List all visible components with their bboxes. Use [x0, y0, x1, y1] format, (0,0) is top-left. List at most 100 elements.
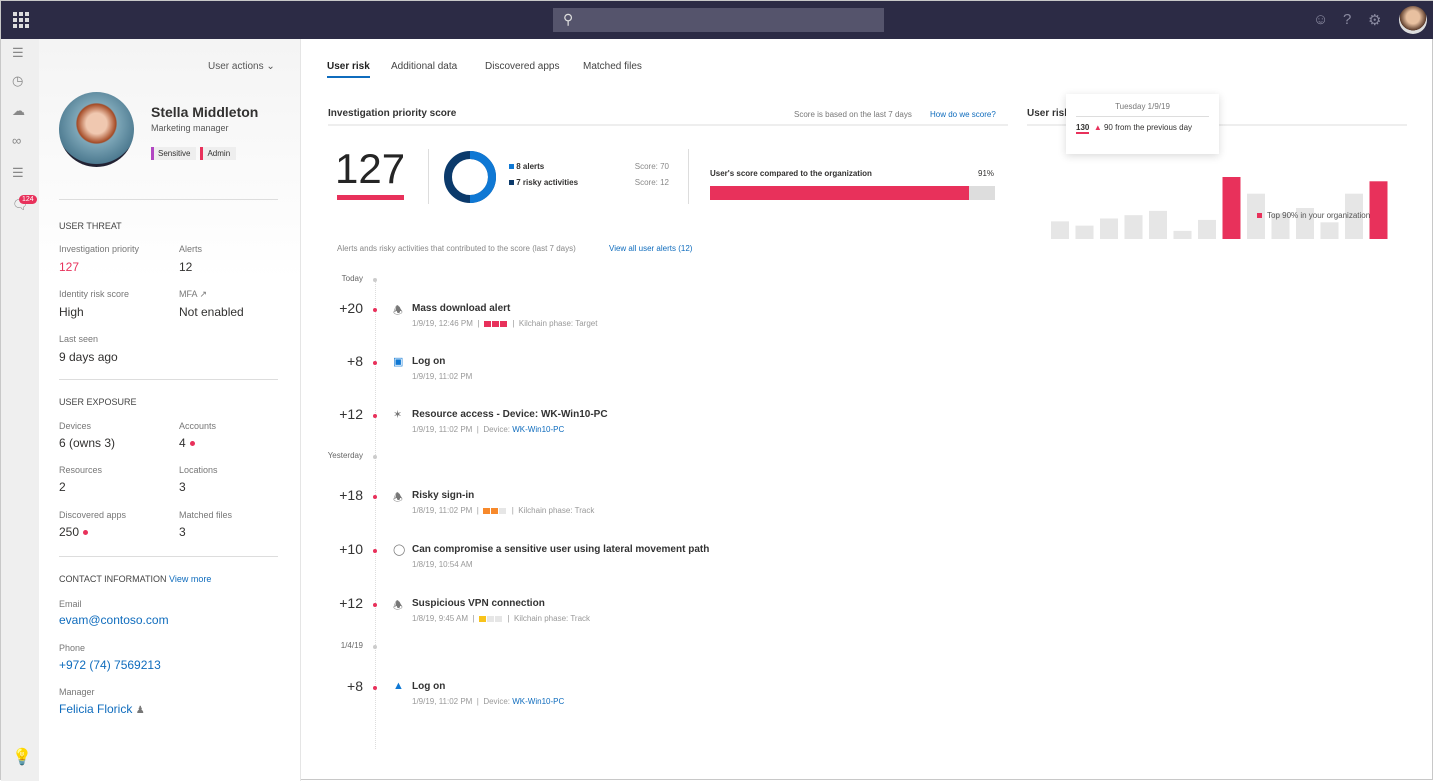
- risk-bar[interactable]: [1198, 219, 1216, 239]
- timeline-day-label: Yesterday: [327, 451, 363, 460]
- tag-sensitive: Sensitive: [151, 147, 197, 160]
- user-actions-label: User actions: [208, 61, 264, 72]
- bell-icon: 🕭: [393, 600, 403, 612]
- event-dot: [373, 549, 377, 553]
- event-meta: 1/9/19, 11:02 PM: [412, 372, 473, 381]
- device-link[interactable]: WK-Win10-PC: [512, 425, 565, 434]
- identity-risk-label: Identity risk score: [59, 289, 130, 299]
- dashboard-icon[interactable]: ◷: [12, 73, 24, 88]
- tab-matched-files[interactable]: Matched files: [583, 61, 642, 72]
- org-compare-pct: 91%: [978, 169, 995, 178]
- risk-bar[interactable]: [1149, 210, 1167, 239]
- user-avatar[interactable]: [1399, 6, 1427, 34]
- org-compare-label: User's score compared to the organizatio…: [710, 169, 872, 178]
- event-meta: 1/8/19, 9:45 AM | | Kilchain phase: Trac…: [412, 614, 591, 623]
- user-tags: Sensitive Admin: [151, 143, 240, 161]
- risk-bar[interactable]: [1222, 177, 1241, 239]
- phone-link[interactable]: +972 (74) 7569213: [59, 658, 161, 672]
- event-score: +8: [347, 678, 363, 694]
- mfa-label: MFA ↗: [179, 289, 208, 299]
- external-link-icon[interactable]: ↗: [199, 289, 208, 299]
- chevron-down-icon: ⌄: [266, 61, 275, 72]
- risk-bar[interactable]: [1075, 225, 1094, 239]
- bell-icon: 🕭: [393, 305, 403, 317]
- event-meta: 1/9/19, 11:02 PM | Device: WK-Win10-PC: [412, 697, 565, 706]
- risk-bar[interactable]: [1271, 213, 1290, 239]
- event-meta: 1/9/19, 11:02 PM | Device: WK-Win10-PC: [412, 425, 565, 434]
- locations-value[interactable]: 3: [179, 480, 186, 494]
- investigation-priority-label: Investigation priority: [59, 244, 140, 254]
- timeline-day-dot: [373, 645, 377, 649]
- devices-value[interactable]: 6 (owns 3): [59, 436, 116, 450]
- discovered-apps-value[interactable]: 250: [59, 525, 89, 539]
- search-input[interactable]: ⚲: [553, 8, 884, 32]
- manager-value: Felicia Florick ♟: [59, 702, 145, 716]
- view-more-link[interactable]: View more: [169, 574, 212, 584]
- device-link[interactable]: WK-Win10-PC: [512, 697, 565, 706]
- locations-label: Locations: [179, 465, 218, 475]
- manager-label: Manager: [59, 687, 95, 697]
- how-do-we-score-link[interactable]: How do we score?: [930, 110, 996, 119]
- link-icon[interactable]: ∞: [12, 133, 22, 148]
- devices-label: Devices: [59, 421, 92, 431]
- feedback-icon[interactable]: ☺: [1313, 11, 1329, 28]
- lightbulb-icon[interactable]: 💡: [12, 749, 32, 766]
- tooltip-change: 90 from the previous day: [1103, 123, 1193, 132]
- event-title[interactable]: Risky sign-in: [412, 490, 475, 501]
- tab-additional-data[interactable]: Additional data: [391, 61, 458, 72]
- view-all-alerts-link[interactable]: View all user alerts (12): [609, 244, 693, 253]
- severity-indicator: [479, 614, 503, 623]
- event-title[interactable]: Mass download alert: [412, 303, 511, 314]
- tab-discovered-apps[interactable]: Discovered apps: [485, 61, 560, 72]
- event-title[interactable]: Resource access - Device: WK-Win10-PC: [412, 409, 608, 420]
- user-threat-heading: USER THREAT: [59, 221, 122, 231]
- settings-icon[interactable]: ⚙: [1368, 12, 1382, 29]
- event-score: +20: [339, 300, 363, 316]
- menu-icon[interactable]: ☰: [12, 45, 24, 60]
- event-dot: [373, 308, 377, 312]
- matched-files-label: Matched files: [179, 510, 233, 520]
- lightbulb-icon: ◯: [393, 544, 406, 556]
- user-actions-dropdown[interactable]: User actions ⌄: [208, 61, 275, 72]
- app-launcher-icon[interactable]: [13, 12, 29, 28]
- main-content: User risk Additional data Discovered app…: [301, 39, 1433, 781]
- bell-icon: 🕭: [393, 492, 403, 504]
- org-chart-icon[interactable]: ♟: [135, 705, 145, 716]
- event-title[interactable]: Log on: [412, 681, 446, 692]
- accounts-value[interactable]: 4: [179, 436, 195, 450]
- risk-bar[interactable]: [1345, 193, 1363, 239]
- event-meta: 1/8/19, 11:02 PM | | Kilchain phase: Tra…: [412, 506, 595, 515]
- risk-bar[interactable]: [1051, 221, 1069, 239]
- tab-user-risk[interactable]: User risk: [327, 61, 370, 78]
- event-meta: 1/9/19, 12:46 PM | | Kilchain phase: Tar…: [412, 319, 598, 328]
- settings-sliders-icon[interactable]: ☰: [12, 165, 24, 180]
- risk-tooltip: Tuesday 1/9/19 130 ▲ 90 from the previou…: [1066, 94, 1219, 154]
- alerts-badge: 124: [19, 195, 37, 204]
- help-icon[interactable]: ?: [1343, 11, 1352, 28]
- matched-files-value[interactable]: 3: [179, 525, 186, 539]
- tooltip-value: 130: [1076, 123, 1090, 134]
- email-label: Email: [59, 599, 82, 609]
- risk-bar[interactable]: [1247, 193, 1265, 239]
- risk-bar[interactable]: [1296, 208, 1314, 239]
- event-title[interactable]: Can compromise a sensitive user using la…: [412, 544, 710, 555]
- risk-bar[interactable]: [1124, 215, 1143, 239]
- risk-bar[interactable]: [1100, 218, 1118, 239]
- event-title[interactable]: Log on: [412, 356, 446, 367]
- phone-label: Phone: [59, 643, 86, 653]
- risk-bar[interactable]: [1369, 181, 1388, 239]
- alerts-value: 12: [179, 260, 193, 274]
- cloud-icon[interactable]: ☁: [12, 103, 25, 118]
- profile-photo: [59, 92, 134, 167]
- email-link[interactable]: evam@contoso.com: [59, 613, 169, 627]
- score-section-title: Investigation priority score: [328, 108, 457, 119]
- top-bar: ⚲ ☺ ? ⚙: [1, 1, 1433, 39]
- event-title[interactable]: Suspicious VPN connection: [412, 598, 545, 609]
- investigation-priority-value: 127: [59, 260, 80, 274]
- resources-value[interactable]: 2: [59, 480, 66, 494]
- severity-indicator: [483, 319, 508, 328]
- risk-bar[interactable]: [1320, 222, 1339, 239]
- risk-bar[interactable]: [1173, 230, 1192, 239]
- event-score: +8: [347, 353, 363, 369]
- manager-link[interactable]: Felicia Florick: [59, 702, 133, 716]
